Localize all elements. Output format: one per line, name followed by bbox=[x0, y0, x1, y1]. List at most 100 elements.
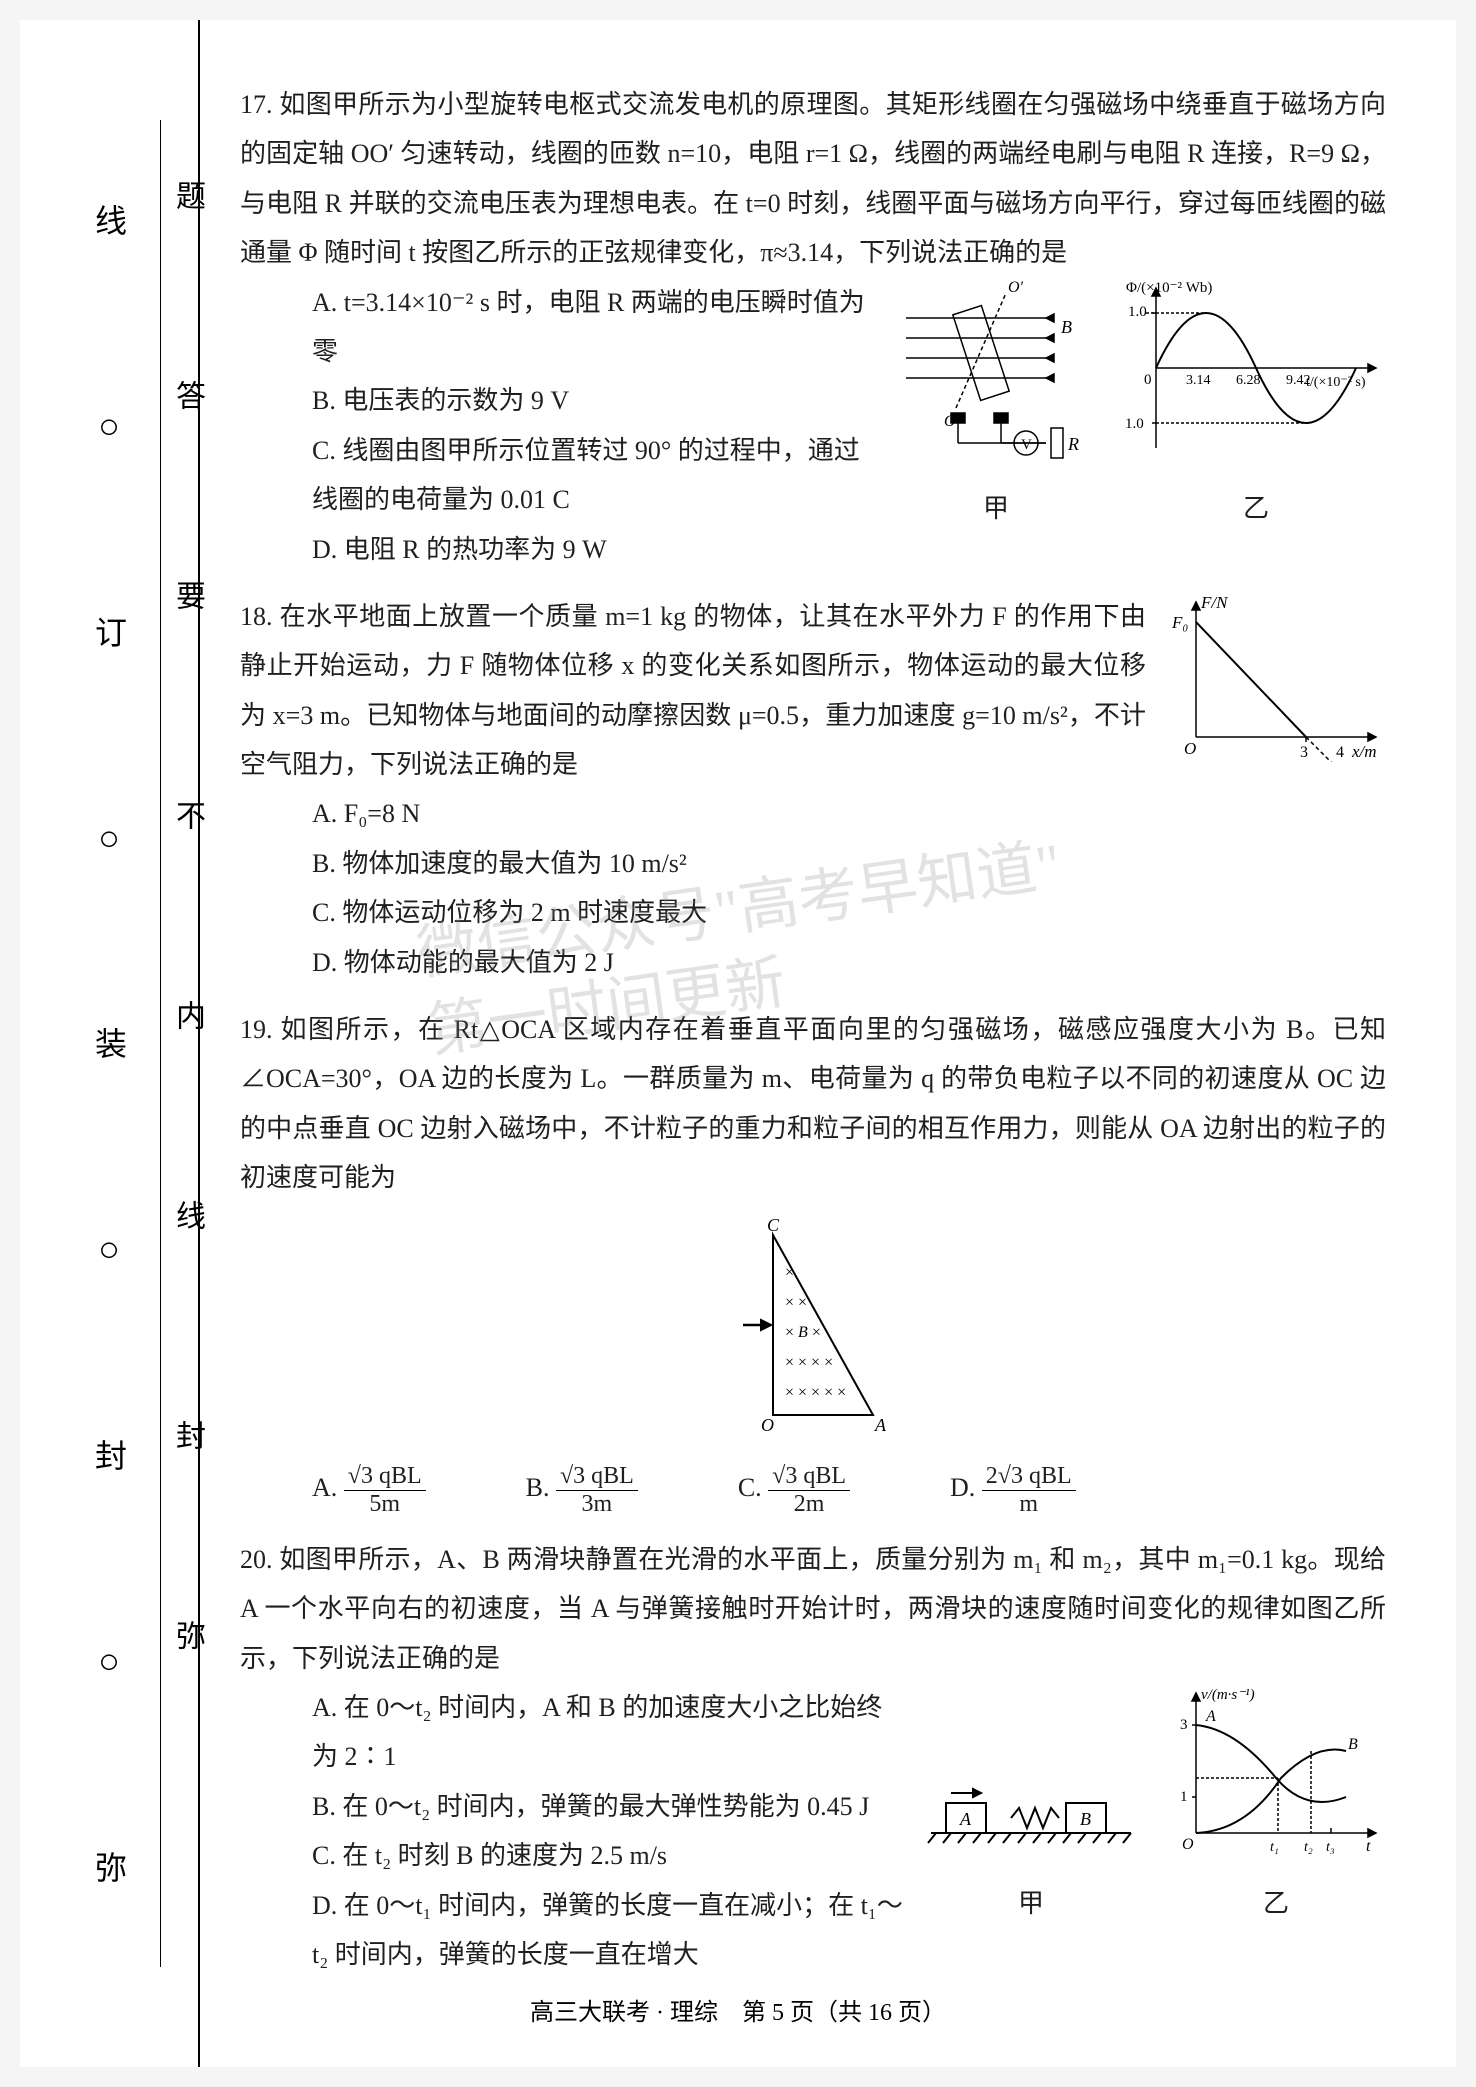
inner-label: 线 bbox=[165, 1200, 209, 1230]
q17-schematic-caption: 甲 bbox=[896, 484, 1096, 533]
content-area: 17. 如图甲所示为小型旋转电枢式交流发电机的原理图。其矩形线圈在匀强磁场中绕垂… bbox=[200, 20, 1456, 2067]
inner-label: 封 bbox=[165, 1420, 209, 1450]
q20-chart: v/(m·s⁻¹) t 3 1 O A B bbox=[1166, 1683, 1386, 1929]
svg-text:9.42: 9.42 bbox=[1286, 373, 1311, 388]
sine-chart-icon: Φ/(×10⁻² Wb) t/(×10⁻² s) 1.0 -1.0 0 3.14… bbox=[1126, 278, 1386, 468]
svg-text:C: C bbox=[767, 1215, 780, 1235]
svg-text:B: B bbox=[1348, 1736, 1358, 1753]
q20-chart-caption: 乙 bbox=[1166, 1879, 1386, 1928]
svg-text:-1.0: -1.0 bbox=[1126, 416, 1144, 432]
q20-text: 如图甲所示，A、B 两滑块静置在光滑的水平面上，质量分别为 m₁ 和 m₂，其中… bbox=[240, 1545, 1386, 1673]
svg-text:A: A bbox=[959, 1809, 972, 1829]
q19-choice-b: B. √3 qBL3m bbox=[526, 1463, 638, 1517]
svg-text:3: 3 bbox=[1180, 1717, 1188, 1733]
svg-text:O: O bbox=[761, 1415, 774, 1435]
triangle-field-icon: O A C × × × × B × × × × × × × × × × bbox=[713, 1215, 913, 1435]
binding-margin: 线 ○ 订 ○ 装 ○ 封 ○ 弥 题 答 要 不 内 线 封 弥 bbox=[20, 20, 200, 2067]
q18-choice-d: D. 物体动能的最大值为 2 J bbox=[312, 938, 1386, 987]
question-17: 17. 如图甲所示为小型旋转电枢式交流发电机的原理图。其矩形线圈在匀强磁场中绕垂… bbox=[240, 80, 1386, 574]
svg-text:R: R bbox=[1067, 434, 1079, 454]
margin-char: 订 bbox=[86, 616, 132, 648]
svg-text:x/m: x/m bbox=[1351, 742, 1377, 761]
svg-text:4: 4 bbox=[1336, 744, 1344, 761]
margin-char: 弥 bbox=[86, 1851, 132, 1883]
q20-schematic: A B 甲 bbox=[926, 1763, 1136, 1929]
q17-text: 如图甲所示为小型旋转电枢式交流发电机的原理图。其矩形线圈在匀强磁场中绕垂直于磁场… bbox=[240, 90, 1386, 267]
q17-number: 17. bbox=[240, 90, 273, 119]
inner-label: 要 bbox=[165, 580, 209, 610]
q20-body: 20. 如图甲所示，A、B 两滑块静置在光滑的水平面上，质量分别为 m₁ 和 m… bbox=[240, 1535, 1386, 1683]
svg-text:V: V bbox=[1021, 437, 1032, 453]
svg-text:0: 0 bbox=[1144, 372, 1152, 388]
margin-circle: ○ bbox=[98, 817, 120, 859]
margin-char: 线 bbox=[86, 204, 132, 236]
svg-text:B: B bbox=[1061, 317, 1072, 337]
question-19: 19. 如图所示，在 Rt△OCA 区域内存在着垂直平面向里的匀强磁场，磁感应强… bbox=[240, 1005, 1386, 1517]
generator-icon: B O′ O V bbox=[896, 278, 1096, 468]
svg-text:t₁: t₁ bbox=[1270, 1840, 1279, 1855]
inner-label: 题 bbox=[165, 180, 209, 210]
q19-choice-c: C. √3 qBL2m bbox=[738, 1463, 850, 1517]
svg-text:O′: O′ bbox=[1008, 279, 1024, 296]
q19-body: 19. 如图所示，在 Rt△OCA 区域内存在着垂直平面向里的匀强磁场，磁感应强… bbox=[240, 1005, 1386, 1203]
svg-text:3.14: 3.14 bbox=[1186, 373, 1211, 388]
question-18: F/N x/m F₀ 3 4 O 18. 在水平地面上放置一个质量 m=1 kg… bbox=[240, 592, 1386, 987]
inner-divider bbox=[160, 120, 161, 1967]
svg-text:t/(×10⁻² s): t/(×10⁻² s) bbox=[1306, 375, 1366, 390]
q18-choice-c: C. 物体运动位移为 2 m 时速度最大 bbox=[312, 888, 1386, 937]
svg-text:3: 3 bbox=[1300, 744, 1308, 761]
svg-text:× ×: × × bbox=[785, 1294, 807, 1311]
svg-text:v/(m·s⁻¹): v/(m·s⁻¹) bbox=[1201, 1687, 1255, 1703]
svg-text:×: × bbox=[785, 1264, 794, 1281]
block-spring-icon: A B bbox=[926, 1763, 1136, 1863]
q19-number: 19. bbox=[240, 1015, 273, 1044]
margin-char: 封 bbox=[86, 1439, 132, 1471]
question-20: 20. 如图甲所示，A、B 两滑块静置在光滑的水平面上，质量分别为 m₁ 和 m… bbox=[240, 1535, 1386, 1980]
inner-label: 内 bbox=[165, 1000, 209, 1030]
margin-circle: ○ bbox=[98, 405, 120, 447]
q19-choice-d: D. 2√3 qBLm bbox=[950, 1463, 1076, 1517]
q20-figures: A B 甲 bbox=[926, 1683, 1386, 1929]
q17-figures: B O′ O V bbox=[896, 278, 1386, 534]
margin-circle: ○ bbox=[98, 1640, 120, 1682]
page-footer: 高三大联考 · 理综 第 5 页（共 16 页） bbox=[20, 1992, 1456, 2027]
q18-choices: A. F₀=8 N B. 物体加速度的最大值为 10 m/s² C. 物体运动位… bbox=[240, 789, 1386, 987]
inner-label: 不 bbox=[165, 800, 209, 830]
svg-text:t₂: t₂ bbox=[1304, 1840, 1313, 1855]
margin-char: 装 bbox=[86, 1027, 132, 1059]
inner-label: 弥 bbox=[165, 1620, 209, 1650]
inner-label: 答 bbox=[165, 380, 209, 410]
exam-page: 线 ○ 订 ○ 装 ○ 封 ○ 弥 题 答 要 不 内 线 封 弥 17. 如图… bbox=[20, 20, 1456, 2067]
q20-number: 20. bbox=[240, 1545, 273, 1574]
svg-text:1.0: 1.0 bbox=[1128, 304, 1147, 320]
svg-text:F₀: F₀ bbox=[1171, 613, 1188, 632]
q19-diagram: O A C × × × × B × × × × × × × × × × bbox=[240, 1215, 1386, 1451]
svg-text:B: B bbox=[1080, 1809, 1091, 1829]
svg-text:O: O bbox=[1184, 739, 1196, 758]
q19-text: 如图所示，在 Rt△OCA 区域内存在着垂直平面向里的匀强磁场，磁感应强度大小为… bbox=[240, 1015, 1386, 1192]
margin-circle: ○ bbox=[98, 1228, 120, 1270]
q18-choice-a: A. F₀=8 N bbox=[312, 789, 1386, 838]
q18-choice-b: B. 物体加速度的最大值为 10 m/s² bbox=[312, 839, 1386, 888]
svg-text:O: O bbox=[1182, 1836, 1194, 1853]
svg-text:t₃: t₃ bbox=[1326, 1840, 1335, 1855]
fx-chart-icon: F/N x/m F₀ 3 4 O bbox=[1166, 592, 1386, 762]
vt-chart-icon: v/(m·s⁻¹) t 3 1 O A B bbox=[1166, 1683, 1386, 1863]
q19-choices: A. √3 qBL5m B. √3 qBL3m C. √3 qBL2m D. 2… bbox=[240, 1463, 1386, 1517]
svg-text:× × × × ×: × × × × × bbox=[785, 1384, 846, 1401]
svg-text:F/N: F/N bbox=[1200, 593, 1229, 612]
q18-number: 18. bbox=[240, 602, 273, 631]
svg-text:Φ/(×10⁻² Wb): Φ/(×10⁻² Wb) bbox=[1126, 280, 1212, 296]
svg-text:1: 1 bbox=[1180, 1789, 1188, 1805]
svg-text:× × × ×: × × × × bbox=[785, 1354, 833, 1371]
q17-chart-caption: 乙 bbox=[1126, 484, 1386, 533]
q17-chart: Φ/(×10⁻² Wb) t/(×10⁻² s) 1.0 -1.0 0 3.14… bbox=[1126, 278, 1386, 534]
svg-text:A: A bbox=[874, 1415, 887, 1435]
q19-choice-a: A. √3 qBL5m bbox=[312, 1463, 426, 1517]
q18-chart: F/N x/m F₀ 3 4 O bbox=[1166, 592, 1386, 778]
svg-text:A: A bbox=[1205, 1708, 1216, 1725]
svg-text:6.28: 6.28 bbox=[1236, 373, 1261, 388]
q17-body: 17. 如图甲所示为小型旋转电枢式交流发电机的原理图。其矩形线圈在匀强磁场中绕垂… bbox=[240, 80, 1386, 278]
q18-text: 在水平地面上放置一个质量 m=1 kg 的物体，让其在水平外力 F 的作用下由静… bbox=[240, 602, 1146, 779]
svg-text:t: t bbox=[1366, 1838, 1371, 1855]
